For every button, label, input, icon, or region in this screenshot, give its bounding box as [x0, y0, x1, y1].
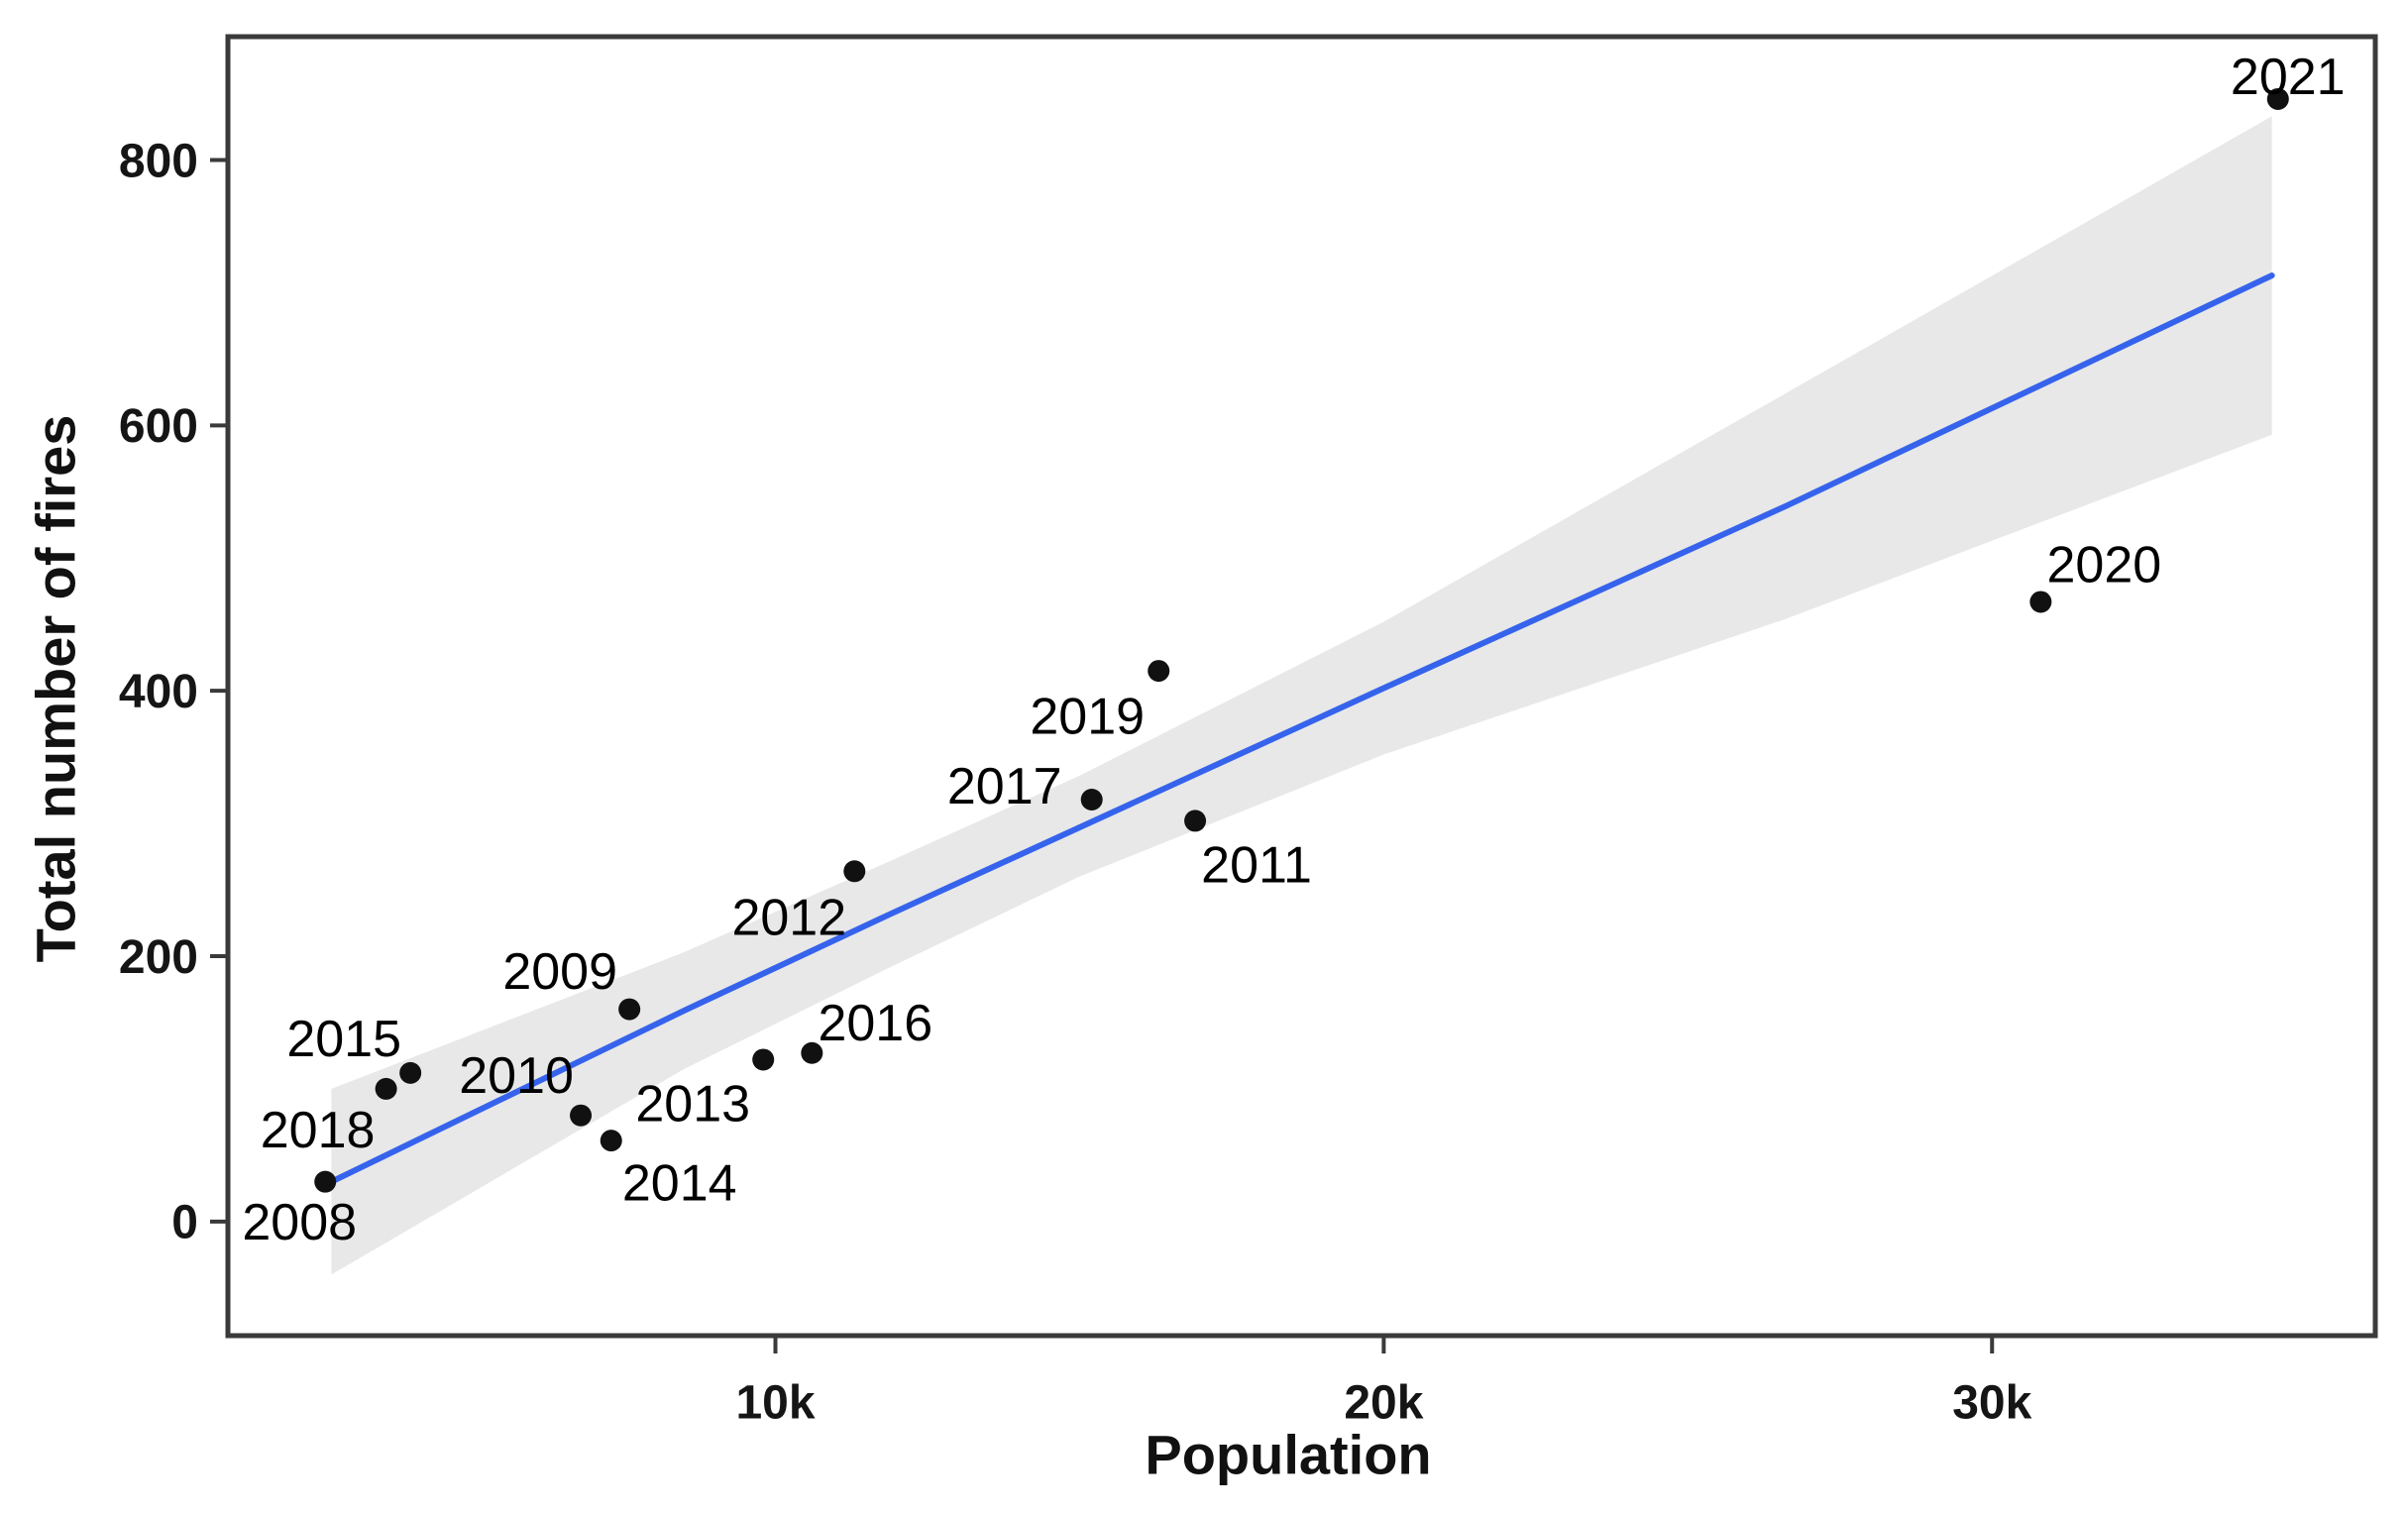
data-point-2008	[314, 1170, 337, 1193]
point-label-2011: 2011	[1201, 837, 1312, 895]
data-point-2019	[1148, 660, 1170, 683]
data-point-2016	[801, 1041, 823, 1064]
data-point-2020	[2029, 591, 2052, 613]
point-label-2018: 2018	[261, 1102, 376, 1159]
point-label-2012: 2012	[731, 890, 846, 947]
confidence-band-layer	[331, 116, 2272, 1275]
point-label-2008: 2008	[242, 1194, 357, 1251]
point-label-2017: 2017	[947, 758, 1062, 815]
trend-line-layer	[328, 272, 2275, 1185]
y-tick-label-400: 400	[119, 666, 198, 718]
data-point-2014	[600, 1130, 622, 1152]
panel-border-layer	[225, 34, 2378, 1339]
data-points-layer	[314, 87, 2289, 1193]
data-point-2021	[2266, 87, 2289, 110]
point-labels-layer: 2008 2009 2010 2011 2012 2013 2014 2015 2016 2017…	[242, 49, 2345, 1251]
point-label-2015: 2015	[286, 1011, 401, 1068]
data-point-2010	[570, 1104, 593, 1127]
trend-line	[328, 272, 2275, 1185]
y-tick-label-200: 200	[119, 931, 198, 984]
data-point-2009	[618, 998, 641, 1021]
y-tick-label-0: 0	[171, 1197, 198, 1249]
y-tick-label-600: 600	[119, 400, 198, 453]
data-point-2015	[399, 1061, 422, 1084]
point-label-2014: 2014	[622, 1154, 737, 1212]
axis-ticks-layer: 0 200 400 600 800 10k 20k 30k	[119, 135, 2032, 1429]
confidence-band	[331, 116, 2272, 1275]
data-point-2013	[752, 1048, 775, 1071]
x-tick-label-20k: 20k	[1344, 1377, 1423, 1430]
point-label-2010: 2010	[459, 1047, 574, 1105]
point-label-2021: 2021	[2231, 49, 2346, 106]
data-point-2012	[843, 860, 866, 883]
data-point-2018	[375, 1077, 397, 1100]
data-point-2017	[1080, 788, 1103, 811]
point-label-2019: 2019	[1030, 688, 1145, 745]
y-axis-title: Total number of fires	[25, 415, 87, 963]
x-tick-label-10k: 10k	[735, 1377, 815, 1430]
data-point-2011	[1184, 810, 1207, 832]
point-label-2013: 2013	[635, 1076, 750, 1134]
panel-border	[225, 34, 2378, 1339]
x-tick-label-30k: 30k	[1952, 1377, 2031, 1430]
x-axis-title: Population	[1145, 1424, 1431, 1486]
point-label-2020: 2020	[2047, 537, 2162, 595]
point-label-2016: 2016	[818, 995, 932, 1052]
point-label-2009: 2009	[502, 943, 617, 1001]
y-tick-label-800: 800	[119, 135, 198, 187]
